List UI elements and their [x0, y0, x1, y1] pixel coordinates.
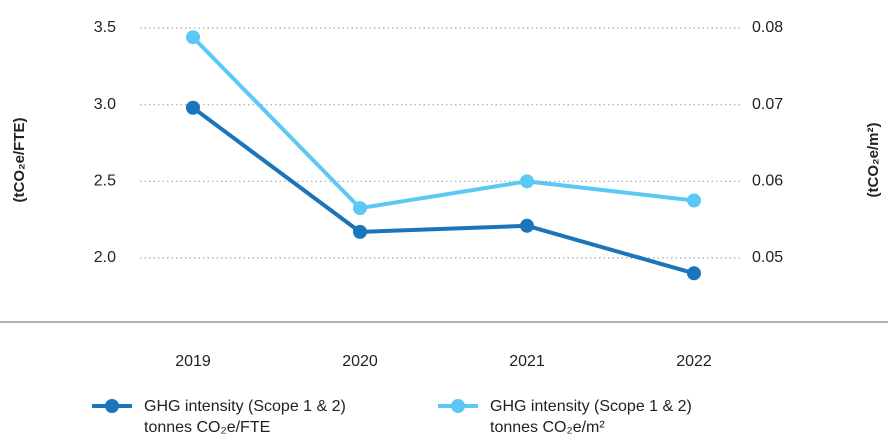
legend-label: GHG intensity (Scope 1 & 2)	[144, 398, 346, 415]
series-line	[191, 35, 695, 211]
y-tick-label: 3.0	[94, 96, 116, 113]
legend-marker	[451, 399, 465, 413]
y-tick-label: 2.5	[94, 173, 116, 190]
legend-unit: tonnes CO₂e/FTE	[144, 419, 270, 436]
point	[687, 266, 701, 281]
x-tick-label: 2021	[509, 353, 545, 370]
x-tick-label: 2019	[175, 353, 211, 370]
legend-marker	[105, 399, 119, 413]
point	[687, 193, 701, 208]
point	[353, 201, 367, 216]
y2-tick-label: 0.05	[752, 249, 783, 266]
x-tick-label: 2022	[676, 353, 712, 370]
y2-tick-label: 0.08	[752, 19, 783, 36]
point	[520, 218, 534, 233]
point	[520, 174, 534, 189]
y-tick-label: 2.0	[94, 249, 116, 266]
legend-unit: tonnes CO₂e/m²	[490, 419, 605, 436]
y2-tick-label: 0.06	[752, 173, 783, 190]
x-tick-label: 2020	[342, 353, 378, 370]
y2-axis-title: (tCO₂e/m²)	[865, 123, 882, 198]
y-tick-label: 3.5	[94, 19, 116, 36]
point	[186, 30, 200, 45]
y-axis-title: (tCO₂e/FTE)	[11, 118, 28, 203]
series-line	[191, 106, 695, 276]
legend-label: GHG intensity (Scope 1 & 2)	[490, 398, 692, 415]
point	[186, 100, 200, 115]
y2-tick-label: 0.07	[752, 96, 783, 113]
point	[353, 224, 367, 239]
